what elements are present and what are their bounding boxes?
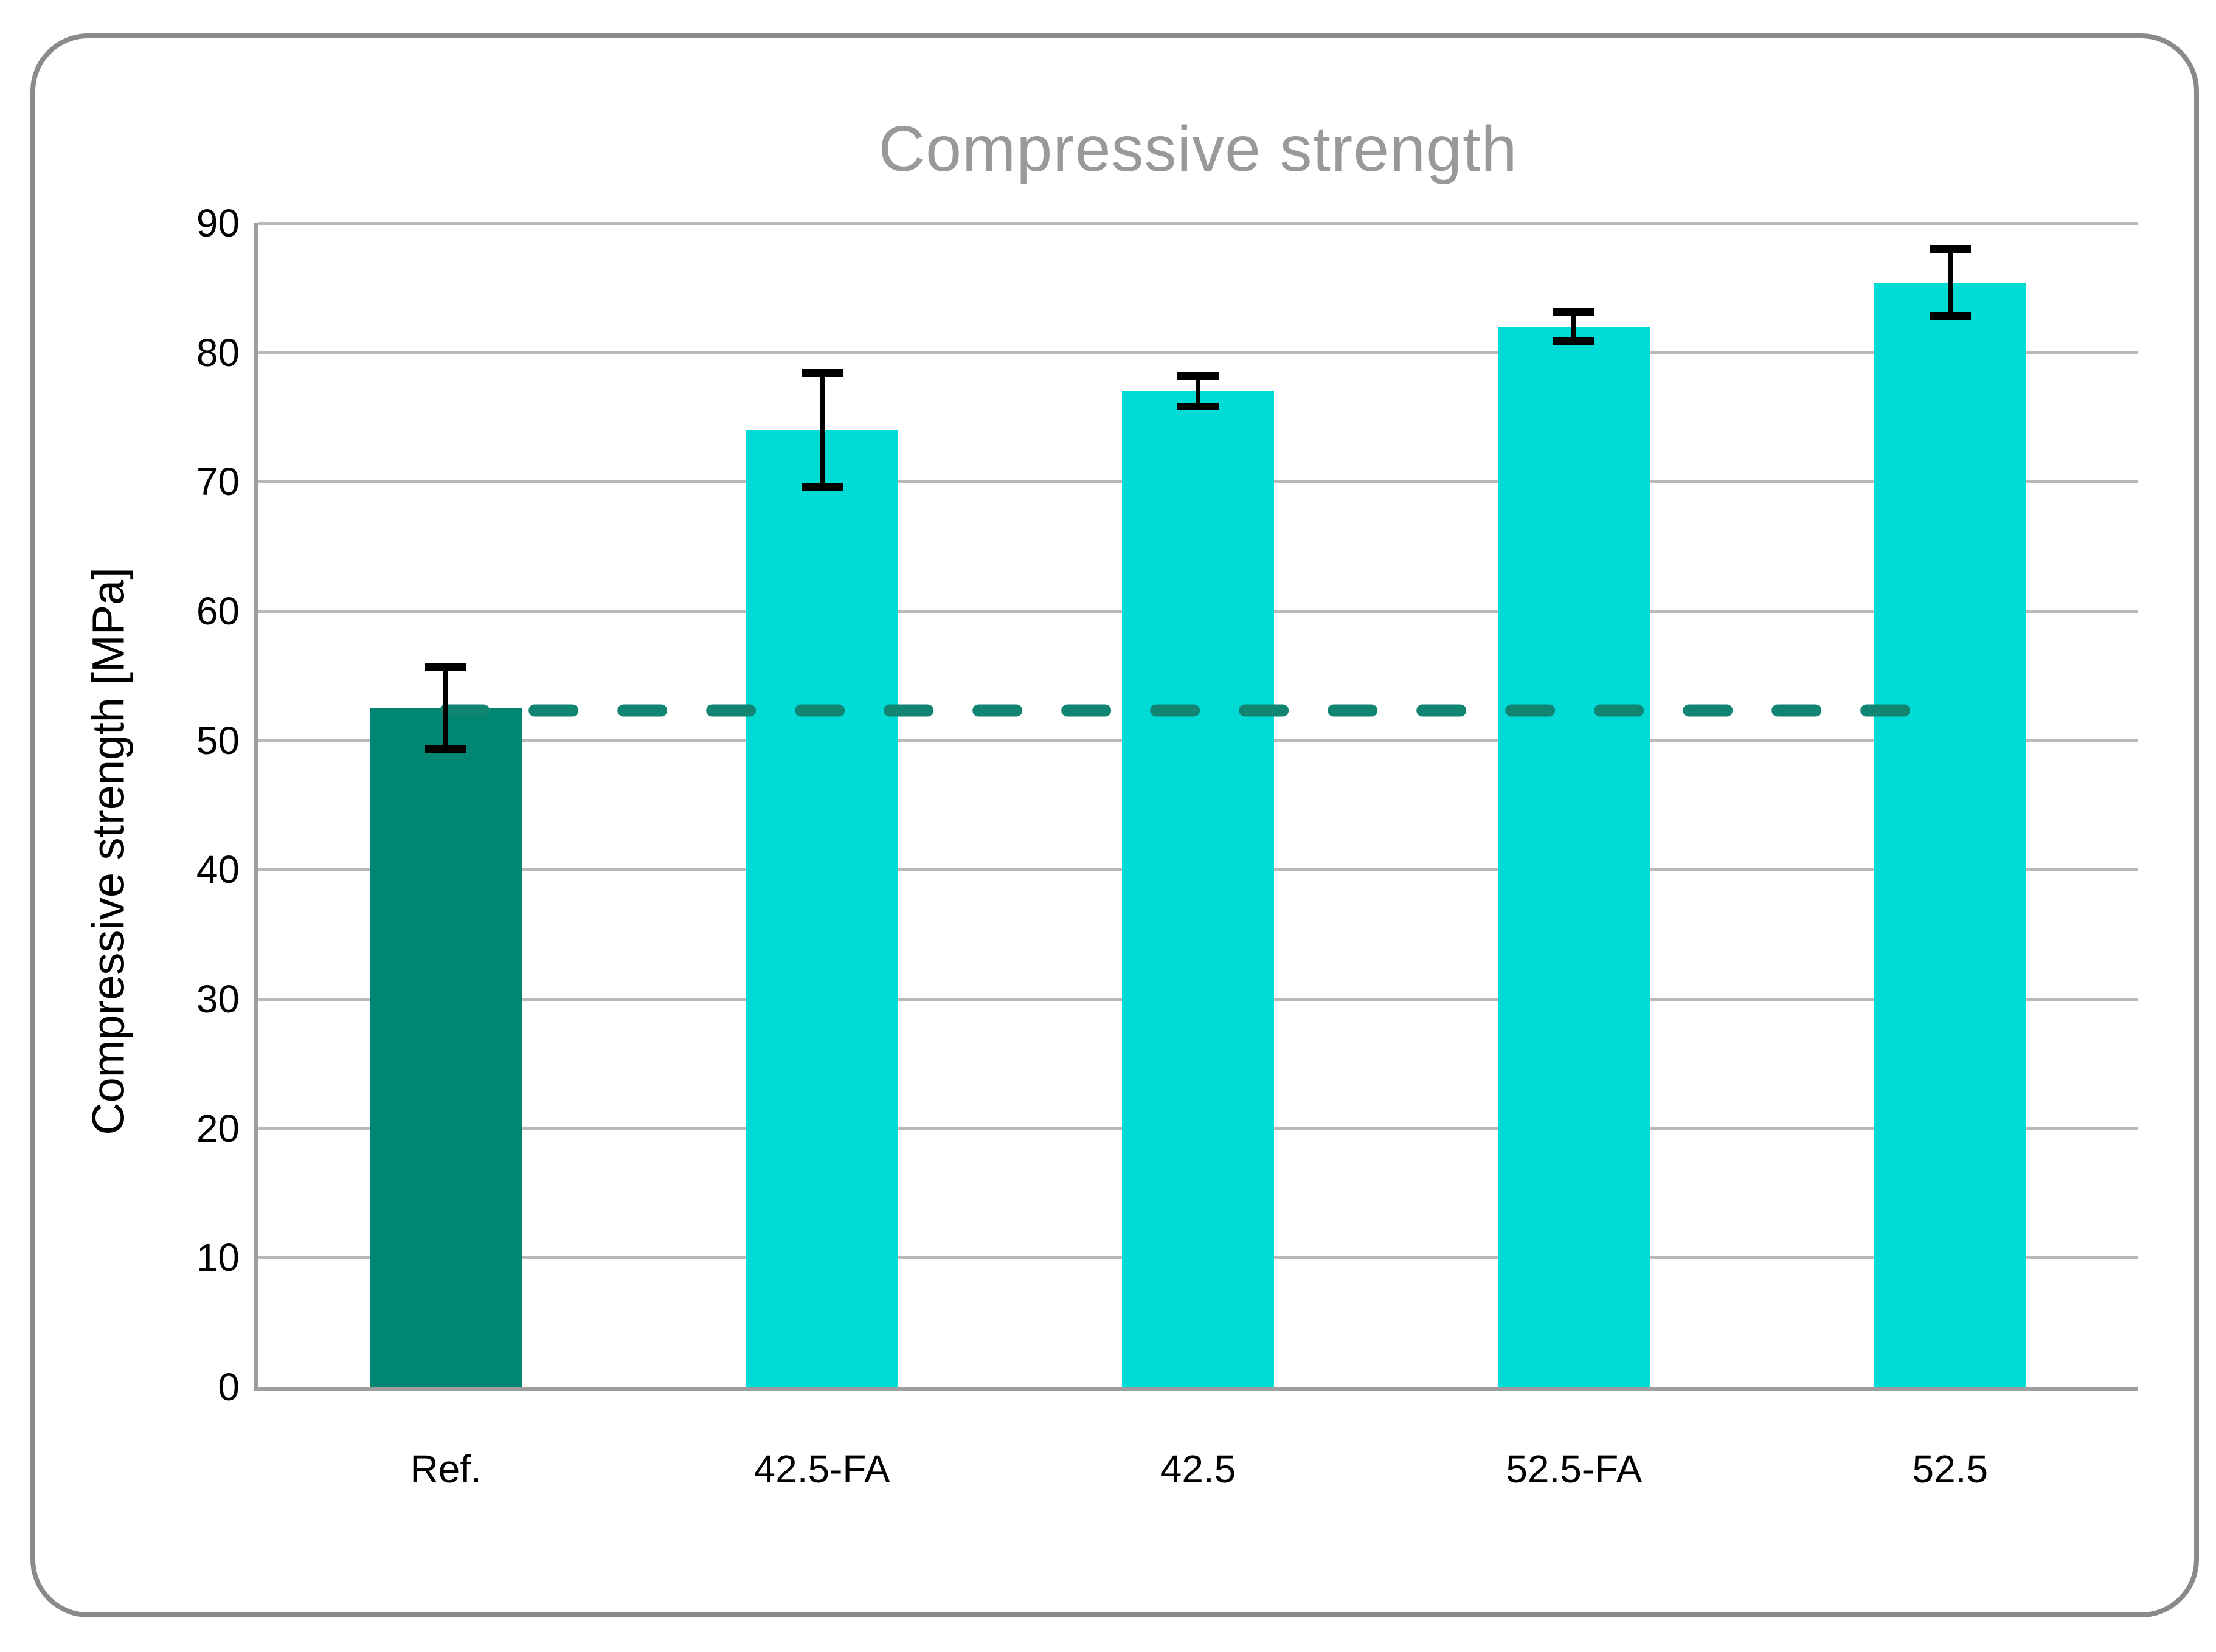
bar-ref [370,708,522,1387]
error-bar-stem [1571,308,1577,345]
error-bar-stem [1196,372,1200,411]
error-bar-42-5 [1177,372,1219,411]
chart-outer-border [30,33,2199,1617]
reference-dashline-layer [440,704,1956,717]
error-bar-52-5 [1929,245,1971,320]
bar-42-5 [1122,391,1274,1387]
error-bar-stem [1947,245,1953,320]
y-tick-label-70: 70 [196,460,240,504]
error-bar-cap-bottom [1177,403,1219,411]
chart-title: Compressive strength [878,113,1518,185]
x-axis-line [254,1387,2138,1391]
y-tick-label-50: 50 [196,718,240,762]
error-bar-cap-bottom [425,745,467,753]
error-bar-ref [425,663,467,753]
gridline-80 [258,351,2138,354]
y-tick-label-80: 80 [196,330,240,375]
x-category-label-42-5-fa: 42.5-FA [753,1447,890,1491]
y-tick-label-90: 90 [196,201,240,245]
error-bar-cap-top [1929,245,1971,254]
y-tick-label-60: 60 [196,589,240,633]
y-tick-label-40: 40 [196,848,240,892]
bar-42-5-fa [746,430,898,1387]
y-axis-title: Compressive strength [MPa] [83,567,134,1135]
gridline-90 [258,222,2138,225]
error-bar-cap-top [1177,372,1219,380]
x-category-label-42-5: 42.5 [1160,1447,1236,1491]
x-category-label-52-5: 52.5 [1912,1447,1989,1491]
error-bar-stem [443,663,449,753]
error-bar-cap-top [801,369,843,378]
y-tick-label-0: 0 [218,1365,240,1409]
y-tick-label-20: 20 [196,1106,240,1150]
error-bar-cap-bottom [1929,312,1971,320]
error-bar-42-5-fa [801,369,843,491]
x-category-label-ref: Ref. [410,1447,482,1491]
y-tick-label-30: 30 [196,976,240,1021]
plot-area: 0 10 20 30 40 50 60 70 80 90 Ref. 42.5-FA 42.5 52.5-… [196,201,2138,1491]
y-tick-label-10: 10 [196,1236,240,1280]
error-bar-stem [819,369,825,491]
bar-52-5 [1874,282,2026,1387]
error-bar-cap-top [1553,308,1595,317]
error-bar-cap-top [425,663,467,671]
error-bar-cap-bottom [801,483,843,491]
y-axis-line [254,223,258,1391]
bar-52-5-fa [1498,327,1650,1387]
x-category-label-52-5-fa: 52.5-FA [1506,1447,1643,1491]
error-bar-cap-bottom [1553,336,1595,345]
error-bar-52-5-fa [1553,308,1595,345]
